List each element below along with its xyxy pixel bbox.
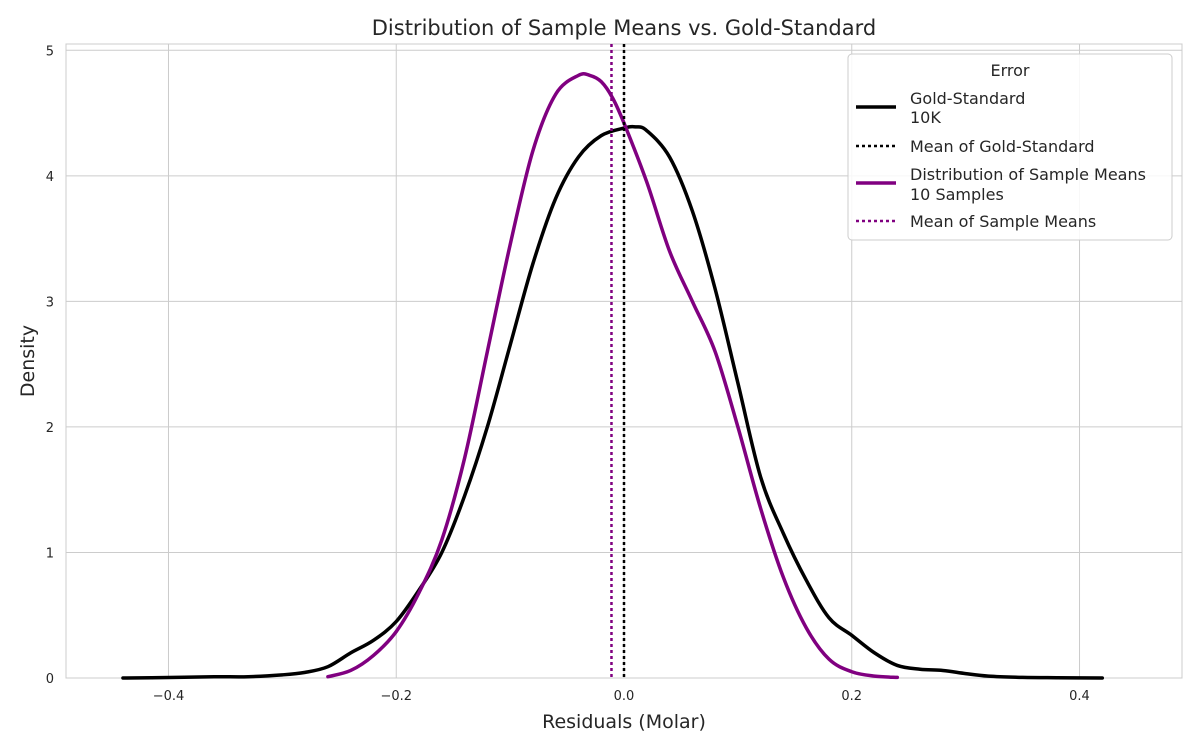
x-tick-label: 0.2 [841,689,862,704]
y-axis-label: Density [17,325,39,397]
y-tick-label: 0 [46,672,54,687]
legend: Error Gold-Standard 10K Mean of Gold-Sta… [847,53,1173,241]
x-tick-label: 0.0 [614,689,635,704]
series-layer [121,71,1105,680]
y-tick-label: 2 [46,421,54,436]
y-tick-label: 5 [46,44,54,59]
x-axis-label: Residuals (Molar) [542,711,706,733]
x-tick-label: 0.4 [1069,689,1090,704]
x-tick-label: −0.2 [380,689,412,704]
legend-label-sample-means-sub: 10 Samples [910,185,1004,204]
chart-title: Distribution of Sample Means vs. Gold-St… [372,16,876,40]
gold-standard-density-curve [121,124,1105,680]
y-tick-label: 1 [46,546,54,561]
mean-lines [610,44,626,678]
legend-label-mean-gold-standard: Mean of Gold-Standard [910,137,1095,156]
tick-labels: −0.4 −0.2 0.0 0.2 0.4 0 1 2 3 4 5 [46,44,1090,704]
y-tick-label: 3 [46,295,54,310]
legend-title: Error [991,61,1030,80]
sample-means-density-curve [326,71,900,680]
legend-label-sample-means: Distribution of Sample Means [910,165,1146,184]
legend-label-mean-sample-means: Mean of Sample Means [910,212,1096,231]
legend-label-gold-standard: Gold-Standard [910,89,1025,108]
legend-box [847,53,1173,241]
legend-label-gold-standard-sub: 10K [910,108,941,127]
y-tick-label: 4 [46,170,54,185]
x-tick-label: −0.4 [153,689,185,704]
